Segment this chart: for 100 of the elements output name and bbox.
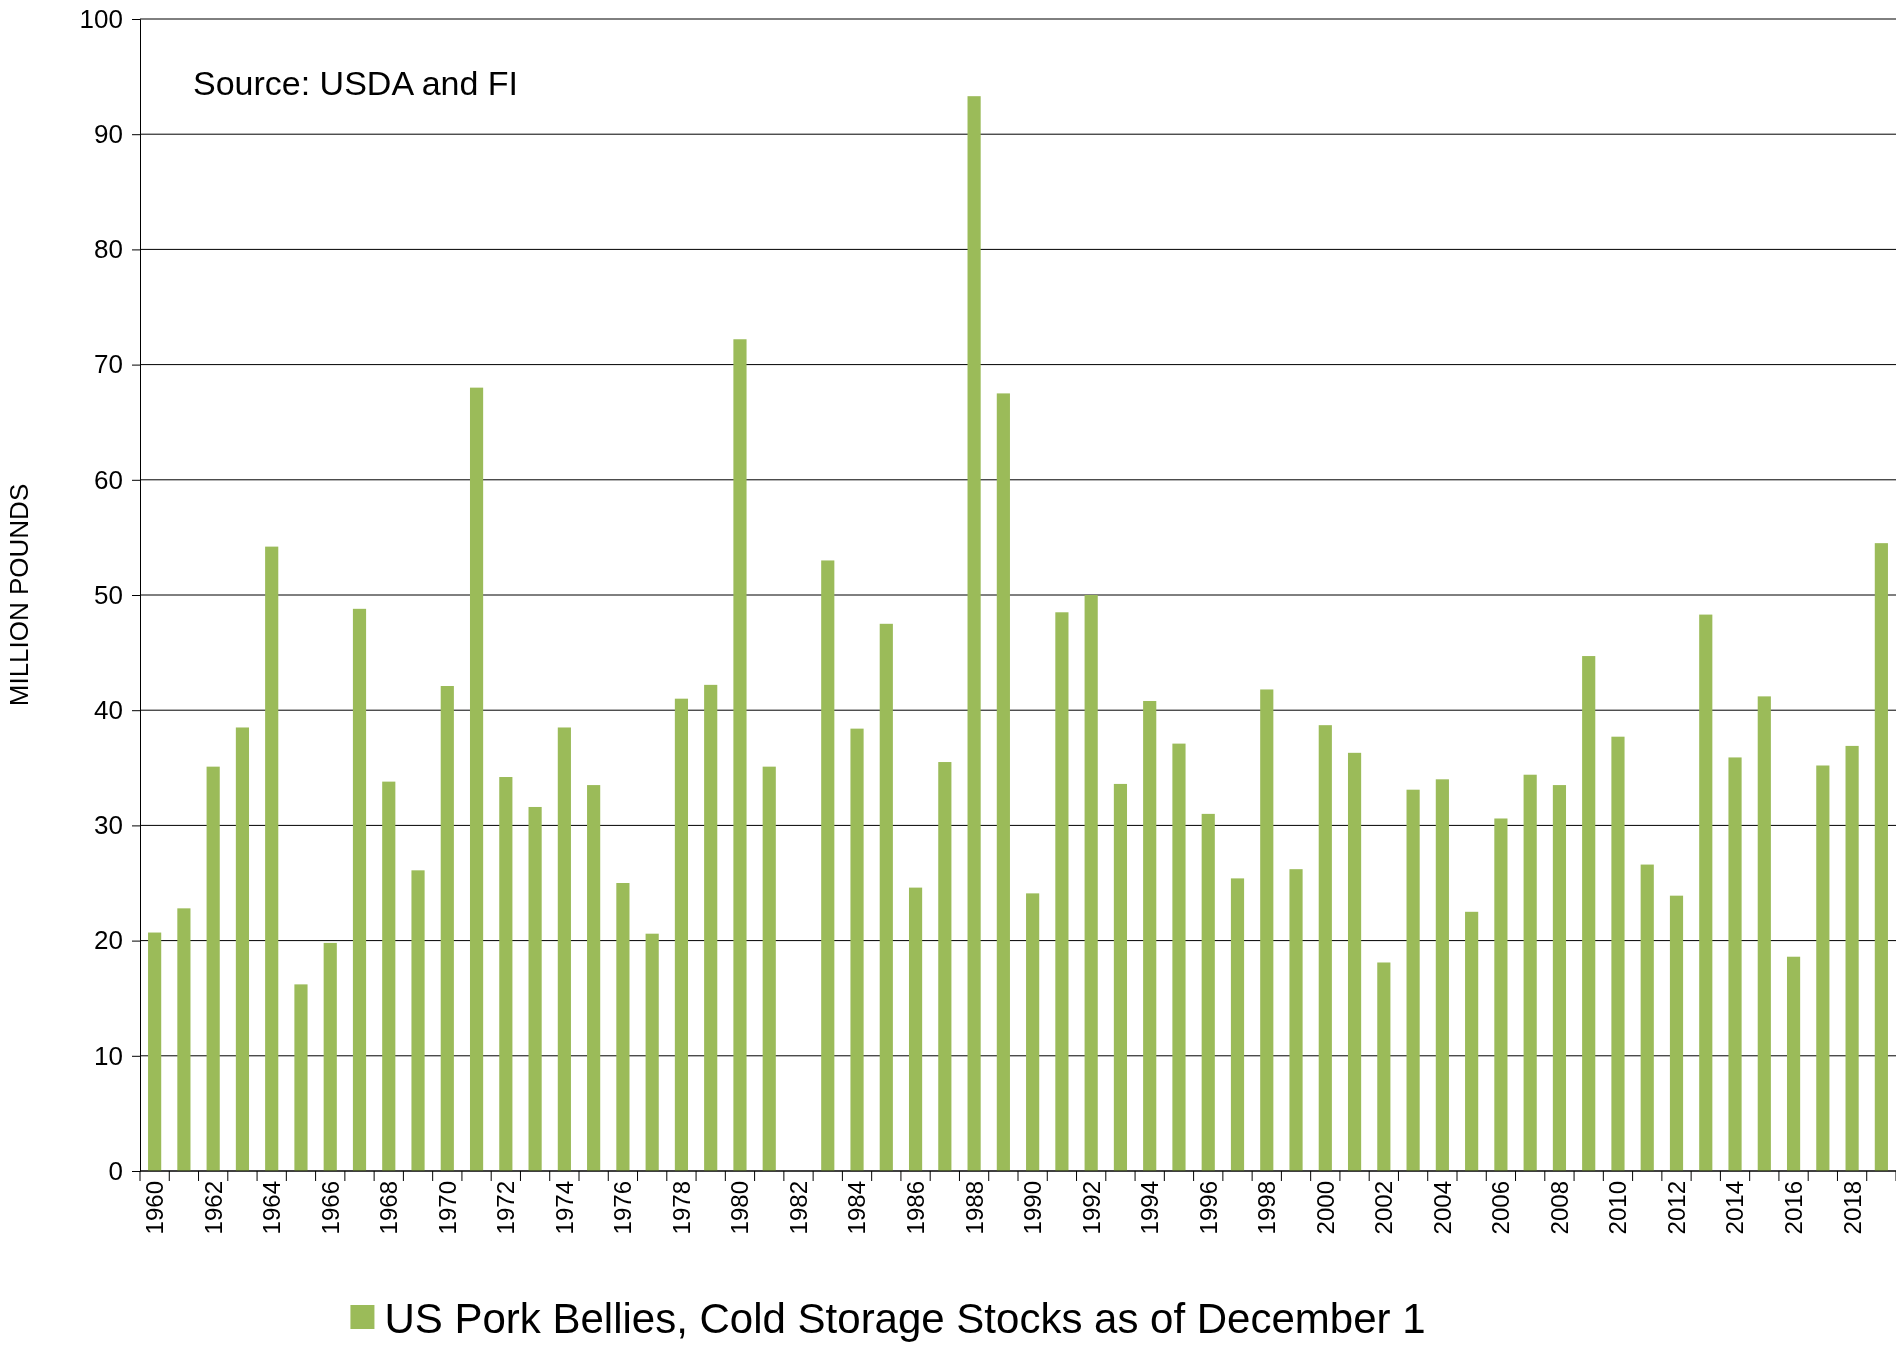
bar (908, 887, 923, 1171)
bar (1347, 752, 1362, 1171)
y-tick-label: 50 (94, 579, 123, 610)
bar (1523, 774, 1537, 1171)
bar (733, 339, 747, 1171)
y-axis-title: MILLION POUNDS (4, 483, 34, 707)
bar (967, 96, 981, 1171)
y-tick-label: 40 (94, 695, 123, 726)
x-tick-label: 1988 (960, 1181, 988, 1235)
bar (382, 781, 396, 1171)
x-tick-label: 1998 (1253, 1181, 1281, 1235)
bar (1406, 789, 1420, 1171)
bar (938, 762, 952, 1171)
bar (704, 684, 718, 1171)
y-tick-label: 30 (94, 810, 123, 841)
bar (1172, 743, 1186, 1171)
x-tick-label: 2010 (1604, 1181, 1632, 1235)
bar (616, 883, 630, 1171)
bar (265, 546, 279, 1171)
annotation: Source: USDA and FI (193, 64, 519, 102)
bar (177, 908, 191, 1171)
bar (1201, 813, 1215, 1171)
x-tick-label: 1960 (141, 1181, 169, 1235)
y-tick-label: 0 (108, 1155, 123, 1186)
legend-label: US Pork Bellies, Cold Storage Stocks as of December 1 (384, 1294, 1426, 1342)
y-tick-label: 70 (94, 349, 123, 380)
bar (1494, 818, 1508, 1171)
bar (499, 777, 513, 1171)
bar (879, 623, 893, 1171)
x-tick-label: 2014 (1721, 1181, 1749, 1235)
x-tick-label: 1986 (901, 1181, 929, 1235)
bar (587, 785, 601, 1171)
bar (1757, 696, 1771, 1171)
bar (996, 393, 1010, 1171)
x-tick-label: 1980 (726, 1181, 754, 1235)
bar (1143, 700, 1157, 1171)
x-tick-label: 1992 (1077, 1181, 1105, 1235)
bar (1084, 595, 1098, 1171)
bar (440, 686, 454, 1171)
y-tick-label: 80 (94, 234, 123, 265)
bar (1874, 543, 1888, 1171)
y-tick-label: 20 (94, 925, 123, 956)
x-tick-label: 1990 (1019, 1181, 1047, 1235)
bar (1845, 745, 1859, 1171)
x-tick-label: 1968 (375, 1181, 403, 1235)
x-tick-label: 2004 (1428, 1181, 1456, 1235)
bar (1435, 779, 1449, 1171)
y-tick-label: 90 (94, 119, 123, 150)
bar (1465, 911, 1479, 1171)
bar (352, 608, 367, 1171)
x-tick-label: 1970 (433, 1181, 461, 1235)
x-tick-label: 1976 (609, 1181, 637, 1235)
bar (674, 698, 689, 1171)
x-tick-label: 2016 (1779, 1181, 1807, 1235)
bar (1055, 612, 1069, 1171)
bar (1699, 614, 1713, 1171)
x-tick-label: 1962 (199, 1181, 227, 1235)
x-tick-label: 2000 (1311, 1181, 1339, 1235)
bar (294, 984, 308, 1171)
bar (469, 387, 484, 1171)
y-tick-label: 100 (79, 3, 123, 34)
bar (411, 870, 425, 1171)
bar (1026, 893, 1040, 1171)
bar (850, 728, 864, 1171)
bar (1552, 785, 1567, 1171)
x-tick-label: 2002 (1370, 1181, 1398, 1235)
bar (1377, 962, 1391, 1171)
y-tick-label: 10 (94, 1040, 123, 1071)
bar (1113, 783, 1128, 1171)
bar (148, 932, 162, 1171)
bar (1640, 864, 1654, 1171)
x-tick-label: 1964 (258, 1181, 286, 1235)
bar (762, 766, 776, 1171)
bar (1582, 656, 1596, 1171)
x-tick-label: 1994 (1136, 1181, 1164, 1235)
x-tick-label: 2018 (1838, 1181, 1866, 1235)
bar (1260, 689, 1274, 1171)
bar (1230, 878, 1245, 1171)
bar (1611, 736, 1625, 1171)
x-tick-label: 1966 (316, 1181, 344, 1235)
bar (645, 933, 659, 1171)
x-tick-label: 1996 (1194, 1181, 1222, 1235)
x-tick-label: 1982 (784, 1181, 812, 1235)
bar (1669, 895, 1684, 1171)
bar (557, 727, 571, 1171)
bar (1816, 765, 1830, 1171)
x-tick-label: 1978 (667, 1181, 695, 1235)
bar (235, 727, 250, 1171)
y-tick-label: 60 (94, 464, 123, 495)
x-tick-label: 1984 (843, 1181, 871, 1235)
x-tick-label: 2006 (1487, 1181, 1515, 1235)
bar (821, 560, 835, 1171)
bar (1728, 757, 1742, 1171)
bar (528, 806, 542, 1171)
x-tick-label: 1974 (550, 1181, 578, 1235)
bar (1289, 869, 1303, 1171)
bar (323, 942, 337, 1171)
x-tick-label: 2012 (1662, 1181, 1690, 1235)
x-tick-label: 1972 (492, 1181, 520, 1235)
x-tick-label: 2008 (1545, 1181, 1573, 1235)
